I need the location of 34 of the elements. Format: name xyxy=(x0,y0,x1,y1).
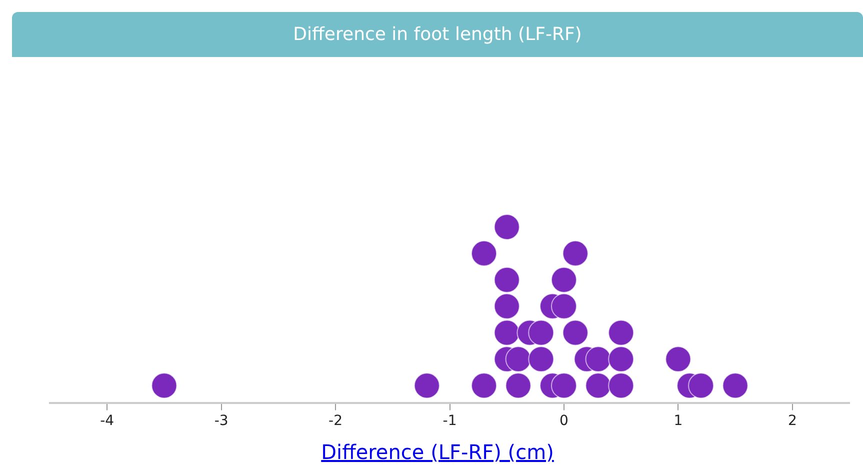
x-tick-label: 2 xyxy=(788,413,797,430)
point xyxy=(550,372,577,399)
x-tick-label: -4 xyxy=(100,413,114,430)
point xyxy=(562,320,588,346)
point xyxy=(688,372,714,399)
x-tick-label: 1 xyxy=(674,413,683,430)
point xyxy=(494,320,520,346)
point xyxy=(494,266,520,293)
point xyxy=(505,372,532,399)
x-tick-label: -3 xyxy=(214,413,228,430)
x-tick-label: -1 xyxy=(442,413,457,430)
point xyxy=(608,372,634,399)
point xyxy=(722,372,748,399)
x-axis-title: Difference (LF-RF) (cm) xyxy=(320,440,555,464)
point xyxy=(665,346,692,372)
point xyxy=(471,240,498,266)
point xyxy=(494,293,520,320)
point xyxy=(608,320,634,346)
x-tick-label: -2 xyxy=(328,413,343,430)
point xyxy=(562,240,588,266)
point xyxy=(414,372,440,399)
point xyxy=(528,320,554,346)
point xyxy=(585,372,612,399)
point xyxy=(550,293,577,320)
point xyxy=(471,372,498,399)
chart-title: Difference in foot length (LF-RF) xyxy=(12,12,863,57)
point xyxy=(550,266,577,293)
point xyxy=(151,372,178,399)
point xyxy=(505,346,532,372)
point xyxy=(494,214,520,240)
point xyxy=(585,346,612,372)
point xyxy=(608,346,634,372)
point xyxy=(528,346,554,372)
x-tick-label: 0 xyxy=(560,413,568,430)
